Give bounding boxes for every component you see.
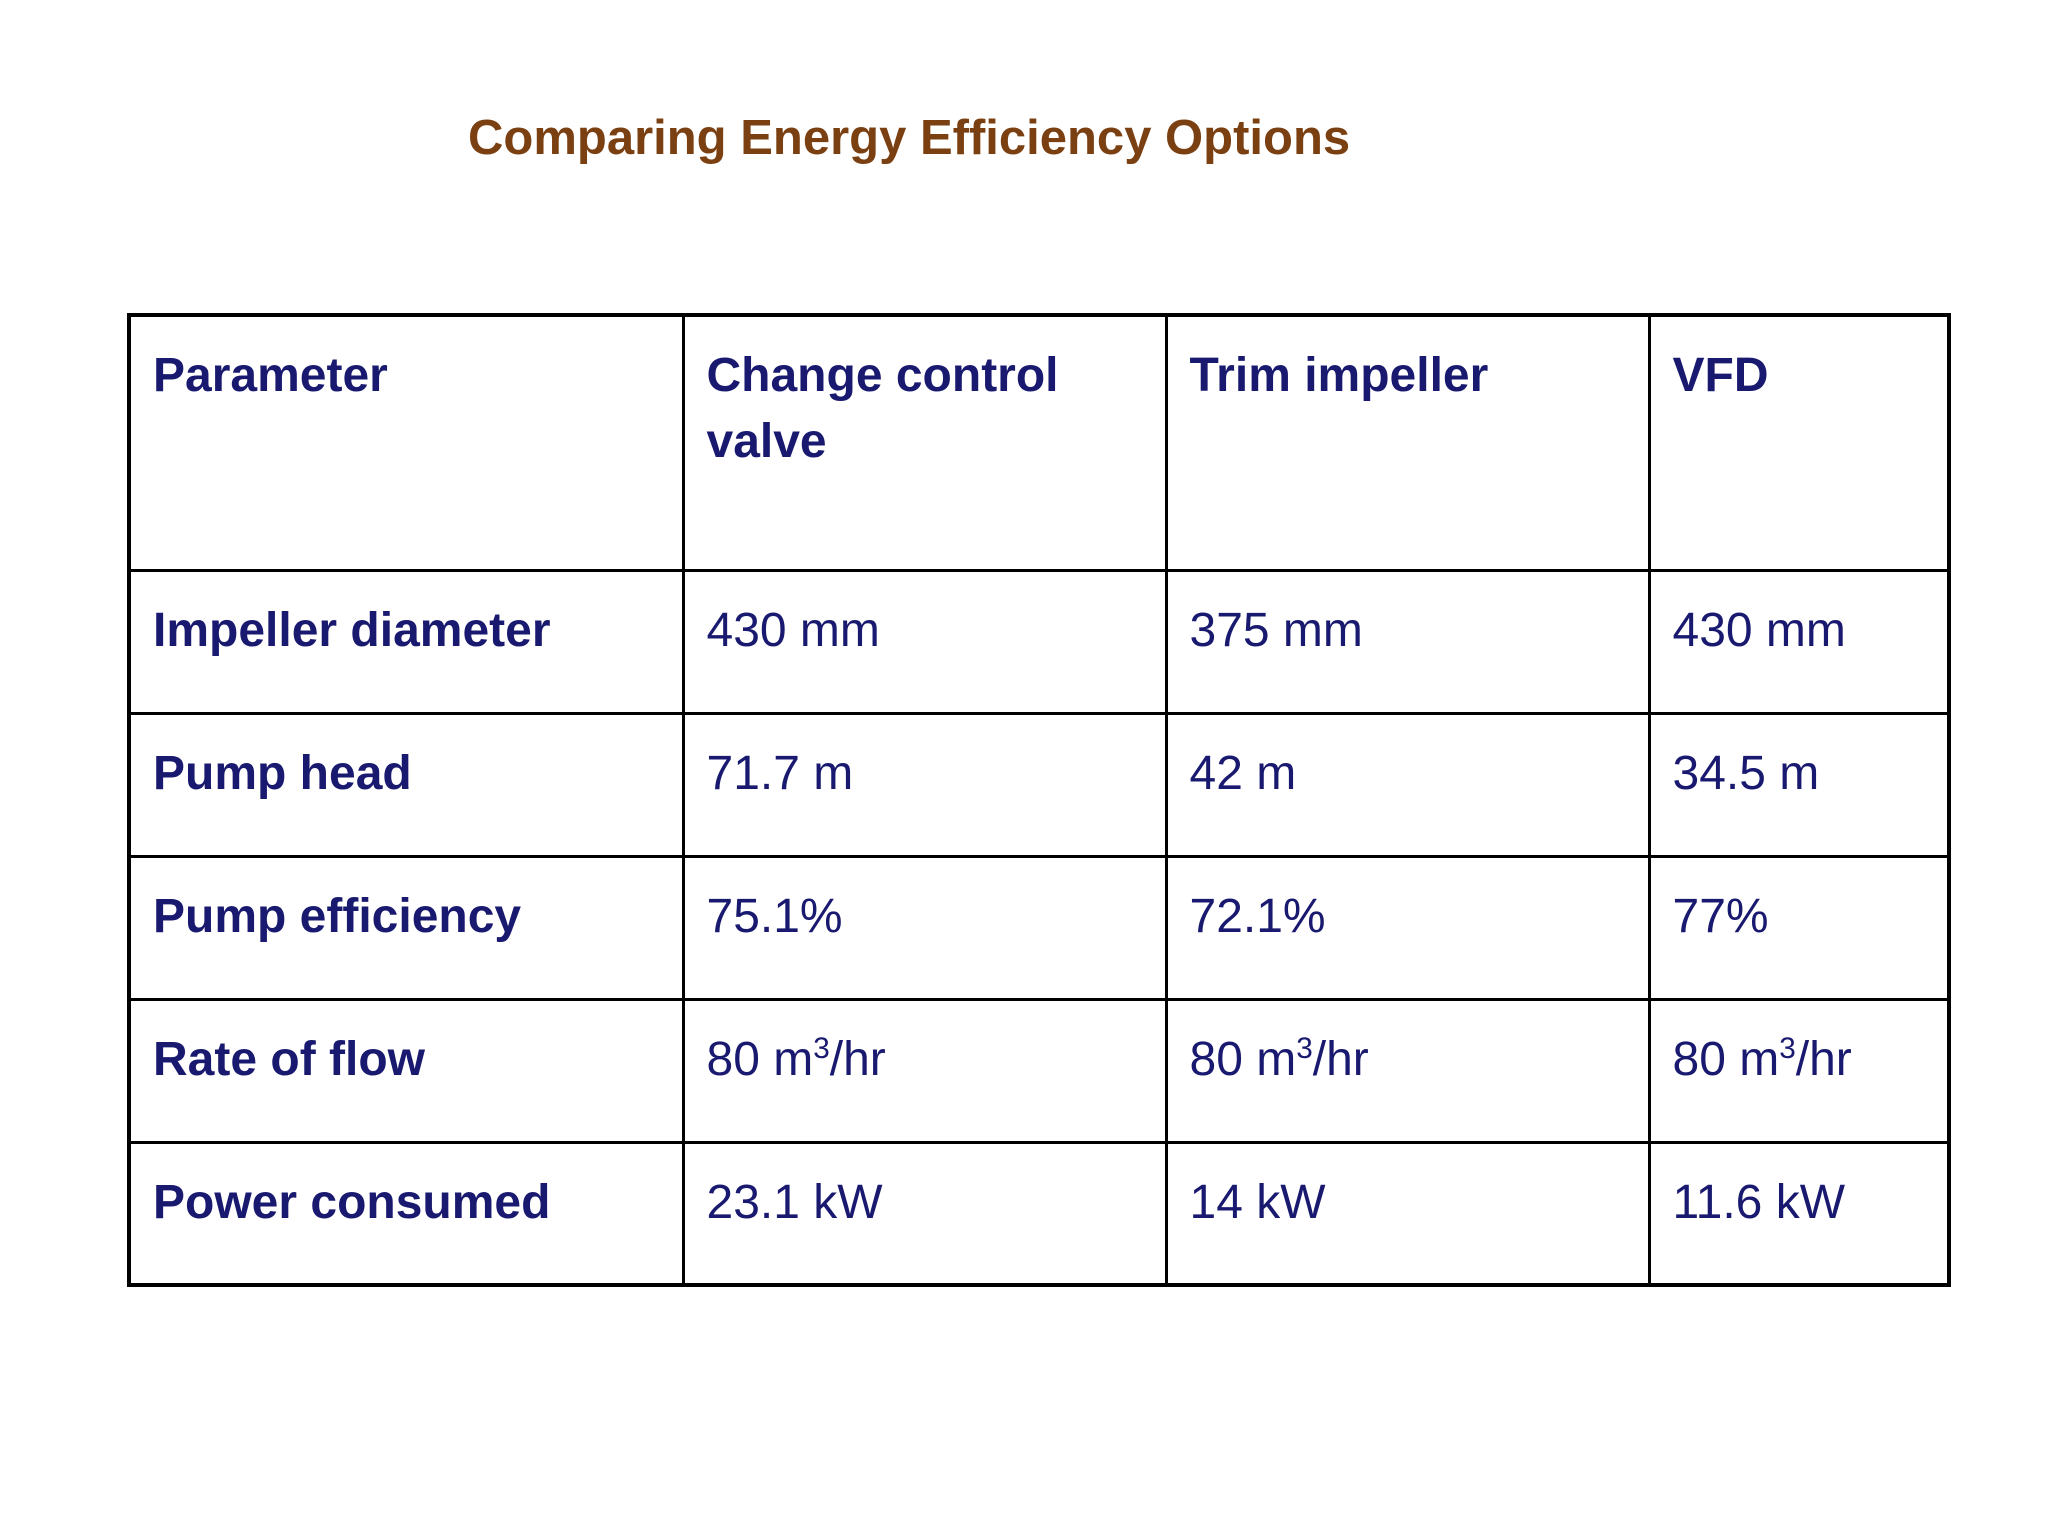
page-title: Comparing Energy Efficiency Options — [468, 111, 1351, 165]
value-text: 14 kW — [1189, 1175, 1326, 1229]
cell-value: 71.7 m — [681, 711, 1168, 858]
value-text: 75.1% — [706, 889, 843, 943]
row-label: Power consumed — [127, 1140, 685, 1287]
value-text: 23.1 kW — [706, 1175, 883, 1229]
value-text: 34.5 m — [1672, 746, 1820, 800]
value-text: 42 m — [1189, 746, 1297, 800]
superscript: 3 — [1779, 1031, 1796, 1065]
cell-value: 11.6 kW — [1647, 1140, 1951, 1287]
header-cell-trim-impeller: Trim impeller — [1164, 313, 1651, 572]
cell-value: 80 m3/hr — [681, 997, 1168, 1144]
value-text: 11.6 kW — [1672, 1175, 1846, 1229]
value-text: 77% — [1672, 889, 1769, 943]
value-text: 72.1% — [1189, 889, 1326, 943]
value-text-suffix: /hr — [1312, 1032, 1369, 1086]
cell-value: 34.5 m — [1647, 711, 1951, 858]
table-row-impeller-diameter: Impeller diameter 430 mm 375 mm 430 mm — [127, 568, 1951, 715]
header-cell-vfd: VFD — [1647, 313, 1951, 572]
comparison-table: Parameter Change control valve Trim impe… — [127, 313, 1951, 1287]
cell-value: 80 m3/hr — [1164, 997, 1651, 1144]
value-text-suffix: /hr — [1795, 1032, 1852, 1086]
value-text: 80 m — [1189, 1032, 1297, 1086]
table-row-pump-efficiency: Pump efficiency 75.1% 72.1% 77% — [127, 854, 1951, 1001]
header-cell-change-control-valve: Change control valve — [681, 313, 1168, 572]
table-row-power-consumed: Power consumed 23.1 kW 14 kW 11.6 kW — [127, 1140, 1951, 1287]
row-label: Rate of flow — [127, 997, 685, 1144]
row-label: Impeller diameter — [127, 568, 685, 715]
value-text: 375 mm — [1189, 603, 1363, 657]
cell-value: 75.1% — [681, 854, 1168, 1001]
cell-value: 375 mm — [1164, 568, 1651, 715]
cell-value: 80 m3/hr — [1647, 997, 1951, 1144]
table-header-row: Parameter Change control valve Trim impe… — [127, 313, 1951, 572]
cell-value: 23.1 kW — [681, 1140, 1168, 1287]
row-label: Pump efficiency — [127, 854, 685, 1001]
table-row-rate-of-flow: Rate of flow 80 m3/hr 80 m3/hr 80 m3/hr — [127, 997, 1951, 1144]
value-text-suffix: /hr — [829, 1032, 886, 1086]
value-text: 430 mm — [706, 603, 880, 657]
value-text: 80 m — [706, 1032, 814, 1086]
value-text: 430 mm — [1672, 603, 1846, 657]
cell-value: 14 kW — [1164, 1140, 1651, 1287]
superscript: 3 — [813, 1031, 830, 1065]
value-text: 71.7 m — [706, 746, 854, 800]
value-text: 80 m — [1672, 1032, 1780, 1086]
row-label: Pump head — [127, 711, 685, 858]
cell-value: 77% — [1647, 854, 1951, 1001]
cell-value: 430 mm — [681, 568, 1168, 715]
superscript: 3 — [1296, 1031, 1313, 1065]
table-row-pump-head: Pump head 71.7 m 42 m 34.5 m — [127, 711, 1951, 858]
cell-value: 72.1% — [1164, 854, 1651, 1001]
header-cell-parameter: Parameter — [127, 313, 685, 572]
cell-value: 430 mm — [1647, 568, 1951, 715]
cell-value: 42 m — [1164, 711, 1651, 858]
